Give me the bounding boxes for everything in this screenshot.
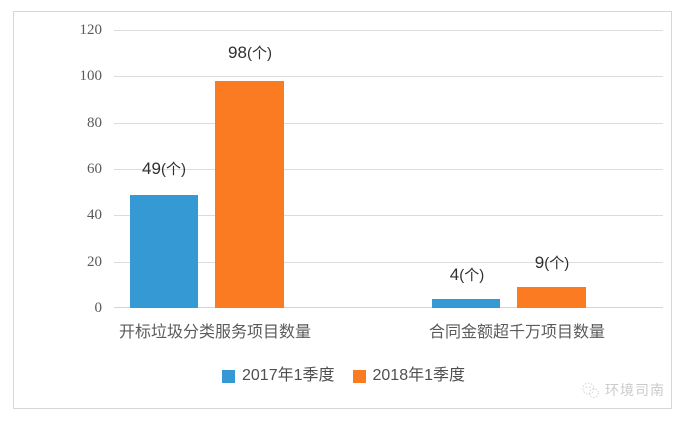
- x-axis-category-label-1: 开标垃圾分类服务项目数量: [118, 324, 311, 341]
- data-label-value: 98: [228, 43, 247, 62]
- data-label-2018-group2: 9(个): [507, 254, 597, 271]
- data-label-2017-group2: 4(个): [423, 266, 511, 283]
- gridline-100: [114, 76, 663, 78]
- y-tick-label-80: 80: [87, 114, 102, 131]
- legend-item-2018[interactable]: 2018年1季度: [352, 367, 466, 384]
- legend-item-2017[interactable]: 2017年1季度: [222, 368, 335, 384]
- y-tick-label-0: 0: [94, 300, 103, 316]
- data-label-unit: (个): [160, 161, 186, 178]
- watermark: 环境司南: [581, 380, 665, 400]
- bar-2017-group2[interactable]: [432, 298, 500, 308]
- chart-legend: 2017年1季度 2018年1季度: [0, 368, 687, 384]
- gridline-80: [114, 122, 663, 124]
- y-tick-label-120: 120: [79, 22, 103, 38]
- y-tick-label-100: 100: [79, 68, 103, 85]
- legend-swatch-icon-2017: [222, 369, 235, 383]
- bar-2018-group2[interactable]: [517, 287, 586, 308]
- gridline-60: [114, 169, 663, 170]
- y-tick-label-40: 40: [87, 207, 102, 224]
- y-tick-label-20: 20: [87, 253, 102, 270]
- bar-2017-group1[interactable]: [130, 194, 198, 308]
- x-axis-category-label-2: 合同金额超千万项目数量: [428, 324, 605, 341]
- legend-label-2017: 2017年1季度: [242, 367, 335, 384]
- chart-frame-border: [13, 11, 672, 409]
- legend-label-2018: 2018年1季度: [372, 367, 466, 384]
- gridline-120: [114, 30, 663, 31]
- data-label-unit: (个): [246, 45, 272, 62]
- watermark-text: 环境司南: [605, 382, 665, 398]
- legend-swatch-icon-2018: [352, 369, 366, 383]
- y-tick-label-60: 60: [87, 161, 102, 177]
- data-label-unit: (个): [459, 267, 485, 284]
- y-axis: 120 100 80 60 40 20 0: [22, 23, 103, 316]
- data-label-value: 9: [534, 253, 545, 272]
- data-label-unit: (个): [544, 255, 570, 272]
- data-label-2018-group1: 98(个): [205, 44, 295, 61]
- bar-2018-group1[interactable]: [215, 81, 284, 308]
- data-label-2017-group1: 49(个): [120, 160, 208, 177]
- data-label-value: 4: [449, 265, 460, 284]
- wechat-icon: [581, 381, 600, 400]
- gridline-20: [114, 261, 663, 263]
- gridline-baseline-0: [114, 307, 663, 308]
- plot-area: [114, 30, 663, 308]
- data-label-value: 49: [142, 159, 161, 178]
- gridline-40: [114, 215, 663, 217]
